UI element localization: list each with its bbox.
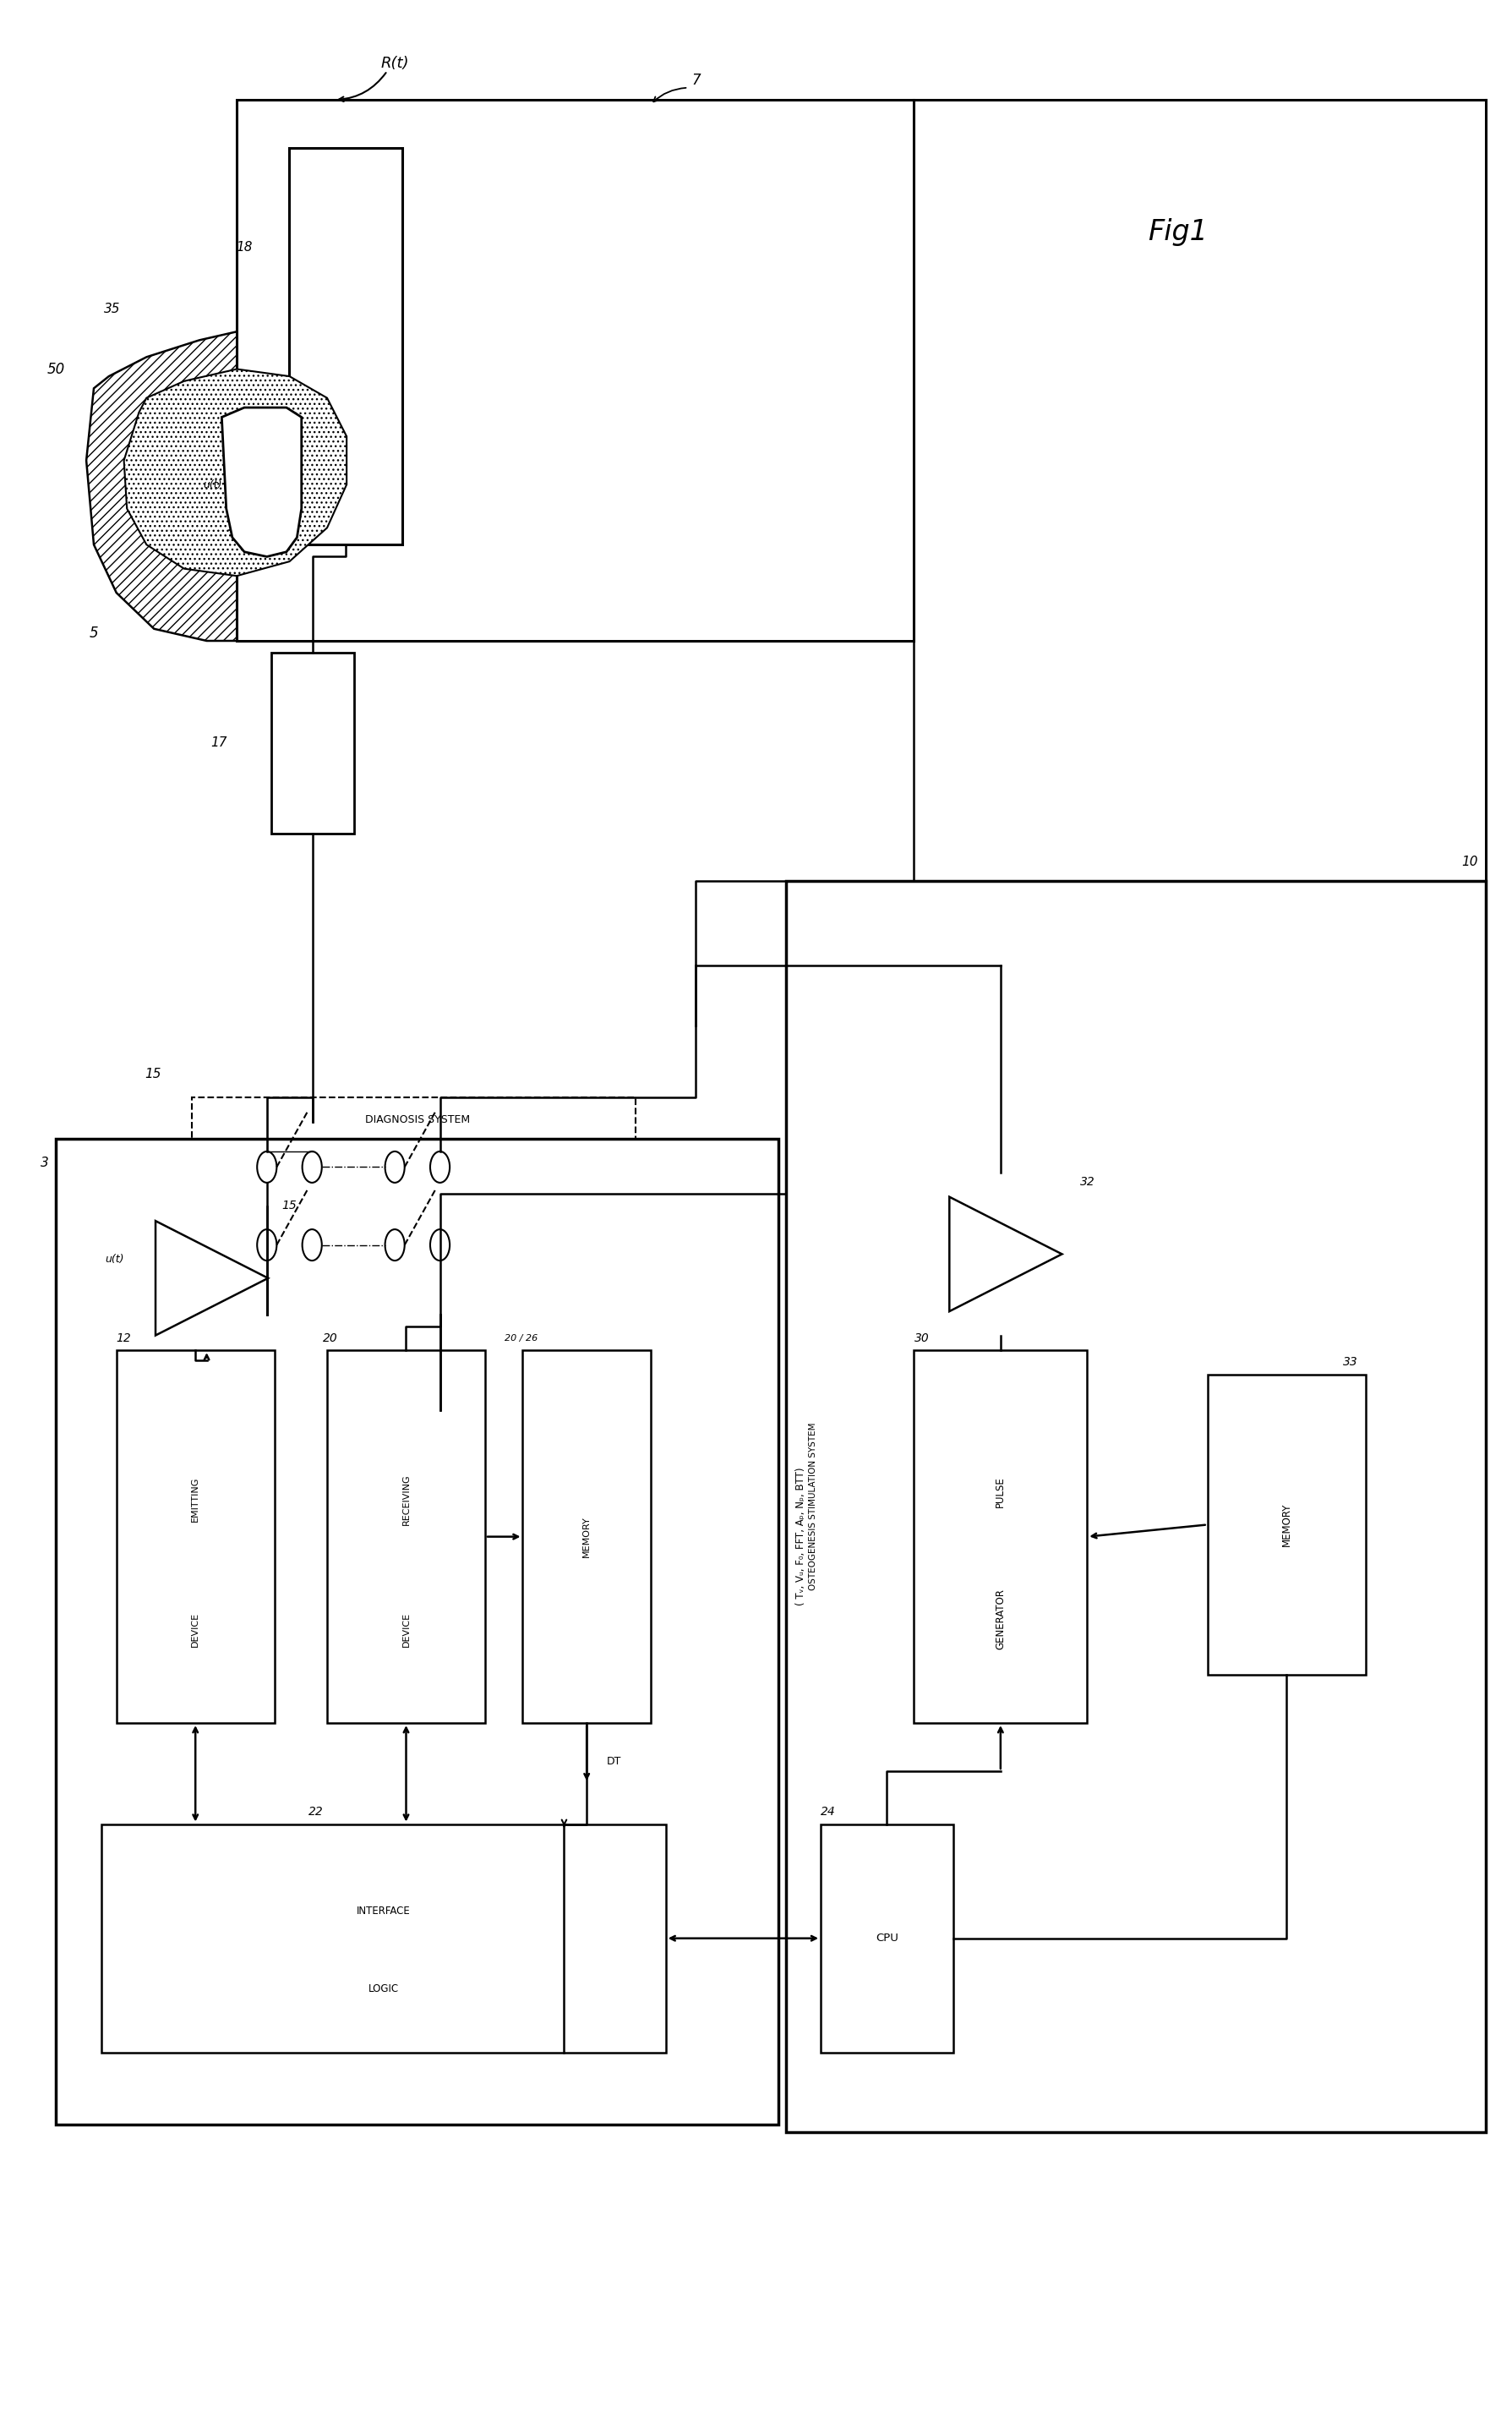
Bar — [327, 1351, 485, 1722]
Bar — [1208, 1375, 1365, 1674]
Text: u(t): u(t) — [203, 480, 222, 490]
Text: GENERATOR: GENERATOR — [995, 1587, 1005, 1650]
Text: RECEIVING: RECEIVING — [402, 1474, 410, 1524]
Text: DIAGNOSIS SYSTEM: DIAGNOSIS SYSTEM — [364, 1114, 470, 1124]
Bar — [56, 1138, 779, 2125]
Text: 20: 20 — [322, 1331, 337, 1343]
Polygon shape — [124, 369, 346, 576]
Bar — [523, 1351, 650, 1722]
Text: Fig1: Fig1 — [1148, 217, 1208, 246]
Polygon shape — [156, 1220, 268, 1336]
Text: DT: DT — [606, 1756, 621, 1768]
Text: DEVICE: DEVICE — [191, 1614, 200, 1647]
Text: 32: 32 — [1081, 1177, 1095, 1187]
Text: 35: 35 — [104, 302, 119, 316]
Text: 10: 10 — [1462, 856, 1479, 868]
Bar — [821, 1823, 953, 2053]
Polygon shape — [86, 328, 402, 642]
Text: 50: 50 — [47, 362, 65, 376]
Text: 33: 33 — [1343, 1356, 1358, 1368]
Bar — [116, 1351, 274, 1722]
Text: u(t): u(t) — [104, 1254, 124, 1264]
Text: 15: 15 — [281, 1201, 296, 1211]
Bar — [101, 1823, 665, 2053]
Text: LOGIC: LOGIC — [369, 1983, 399, 1995]
Bar — [289, 147, 402, 545]
Text: 20 / 26: 20 / 26 — [505, 1334, 538, 1343]
Text: 5: 5 — [89, 627, 98, 642]
Text: ( Tᵥ, Vᵤ, F₀, FFT, Aₚ, Nₚ, BTT): ( Tᵥ, Vᵤ, F₀, FFT, Aₚ, Nₚ, BTT) — [795, 1466, 806, 1606]
Text: DEVICE: DEVICE — [402, 1614, 410, 1647]
Text: 7: 7 — [691, 72, 700, 89]
Text: EMITTING: EMITTING — [191, 1476, 200, 1522]
Text: MEMORY: MEMORY — [582, 1517, 591, 1558]
Text: 3: 3 — [41, 1155, 48, 1170]
Bar — [271, 654, 354, 832]
Bar — [192, 1097, 635, 1315]
Polygon shape — [950, 1196, 1061, 1312]
Text: 18: 18 — [236, 241, 253, 253]
Text: 22: 22 — [308, 1807, 324, 1819]
Text: CPU: CPU — [875, 1932, 898, 1944]
Text: PULSE: PULSE — [995, 1476, 1005, 1508]
Bar — [786, 880, 1486, 2132]
Text: INTERFACE: INTERFACE — [357, 1905, 410, 1918]
Polygon shape — [222, 408, 301, 557]
Text: MEMORY: MEMORY — [1281, 1503, 1291, 1546]
Text: 15: 15 — [145, 1069, 162, 1081]
Text: R(t): R(t) — [381, 55, 408, 72]
Text: OSTEOGENESIS STIMULATION SYSTEM: OSTEOGENESIS STIMULATION SYSTEM — [809, 1423, 818, 1590]
Bar — [915, 1351, 1087, 1722]
Text: 30: 30 — [915, 1331, 928, 1343]
Text: 24: 24 — [821, 1807, 836, 1819]
Text: 17: 17 — [210, 736, 227, 750]
Text: 12: 12 — [116, 1331, 132, 1343]
Bar — [237, 99, 915, 642]
